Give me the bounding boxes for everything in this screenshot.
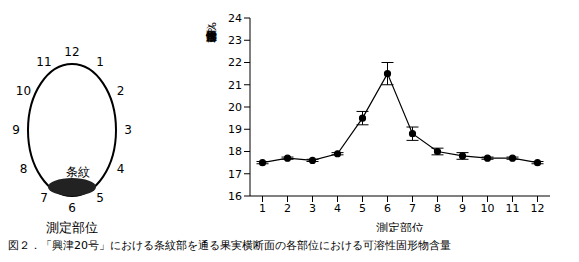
svg-text:11: 11	[36, 55, 51, 69]
svg-text:3: 3	[124, 123, 132, 137]
svg-text:11: 11	[506, 202, 520, 215]
svg-text:12: 12	[64, 45, 79, 59]
svg-text:測定部位: 測定部位	[376, 221, 424, 232]
svg-text:2: 2	[284, 202, 291, 215]
svg-text:条紋: 条紋	[66, 165, 90, 179]
svg-text:9: 9	[12, 123, 20, 137]
svg-text:1: 1	[259, 202, 266, 215]
svg-text:5: 5	[359, 202, 366, 215]
svg-text:12: 12	[531, 202, 545, 215]
svg-text:22: 22	[228, 56, 242, 69]
svg-text:20: 20	[228, 101, 242, 114]
svg-text:5: 5	[96, 191, 104, 205]
svg-text:3: 3	[309, 202, 316, 215]
svg-text:8: 8	[434, 202, 441, 215]
svg-text:7: 7	[409, 202, 416, 215]
svg-text:16: 16	[228, 190, 242, 203]
svg-text:1: 1	[96, 55, 104, 69]
svg-text:4: 4	[117, 162, 125, 176]
svg-text:8: 8	[20, 162, 28, 176]
svg-text:10: 10	[481, 202, 495, 215]
html-text:可溶性固形物含量（%）: 可溶性固形物含量（%）	[205, 22, 218, 33]
svg-text:10: 10	[16, 84, 31, 98]
svg-text:19: 19	[228, 123, 242, 136]
html-text:図２．「興津20号」における条紋部を通る果実横断面の各部位に: 図２．「興津20号」における条紋部を通る果実横断面の各部位における可溶性固形物含…	[8, 239, 451, 252]
svg-text:4: 4	[334, 202, 341, 215]
svg-text:23: 23	[228, 34, 242, 47]
svg-text:6: 6	[68, 201, 76, 215]
svg-text:9: 9	[459, 202, 466, 215]
svg-text:6: 6	[384, 202, 391, 215]
svg-text:2: 2	[117, 84, 125, 98]
svg-text:17: 17	[228, 168, 242, 181]
svg-text:7: 7	[40, 191, 48, 205]
svg-text:測定部位: 測定部位	[46, 220, 98, 235]
svg-text:18: 18	[228, 145, 242, 158]
svg-text:21: 21	[228, 79, 242, 92]
svg-text:24: 24	[228, 12, 242, 25]
